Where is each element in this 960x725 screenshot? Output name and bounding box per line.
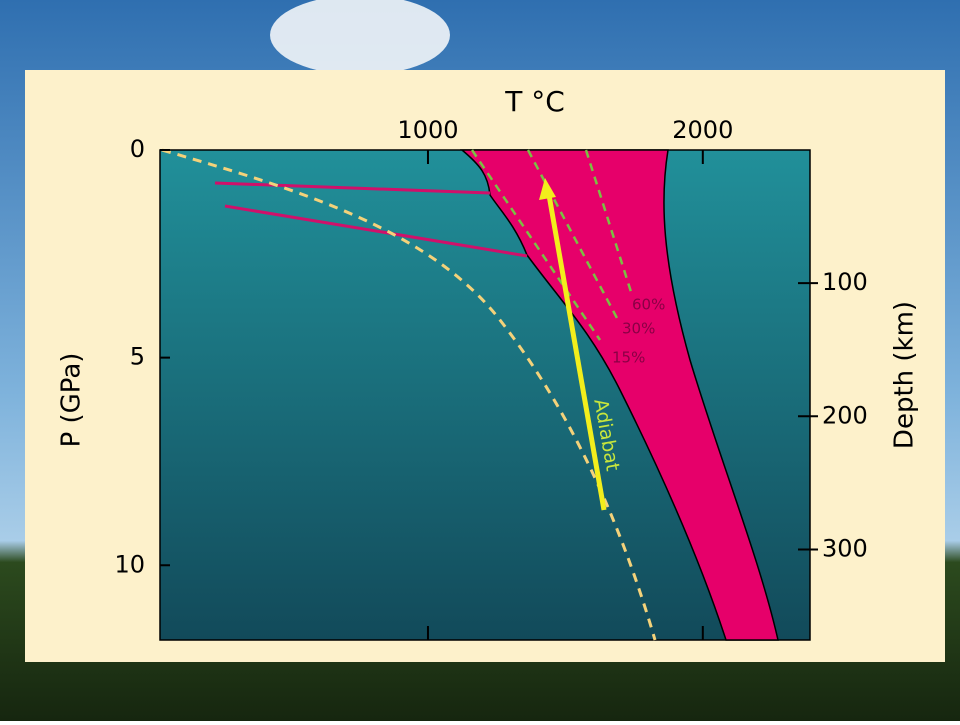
top-axis-label: T °C [504,85,565,118]
y2-tick-label: 300 [822,534,868,562]
x-tick-label: 1000 [397,116,458,144]
melt-label: 15% [612,349,645,367]
y-tick-label: 10 [114,550,145,578]
melt-label: 60% [632,296,665,314]
y2-tick-label: 100 [822,268,868,296]
right-axis-label: Depth (km) [890,301,920,449]
x-tick-label: 2000 [672,116,733,144]
y-tick-label: 5 [130,343,145,371]
left-axis-label: P (GPa) [57,353,87,448]
melt-label: 30% [622,320,655,338]
y2-tick-label: 200 [822,401,868,429]
slide: Adiabat 60% 30% 15% T °C P (GPa) Depth (… [0,0,960,721]
y-tick-label: 0 [130,135,145,163]
